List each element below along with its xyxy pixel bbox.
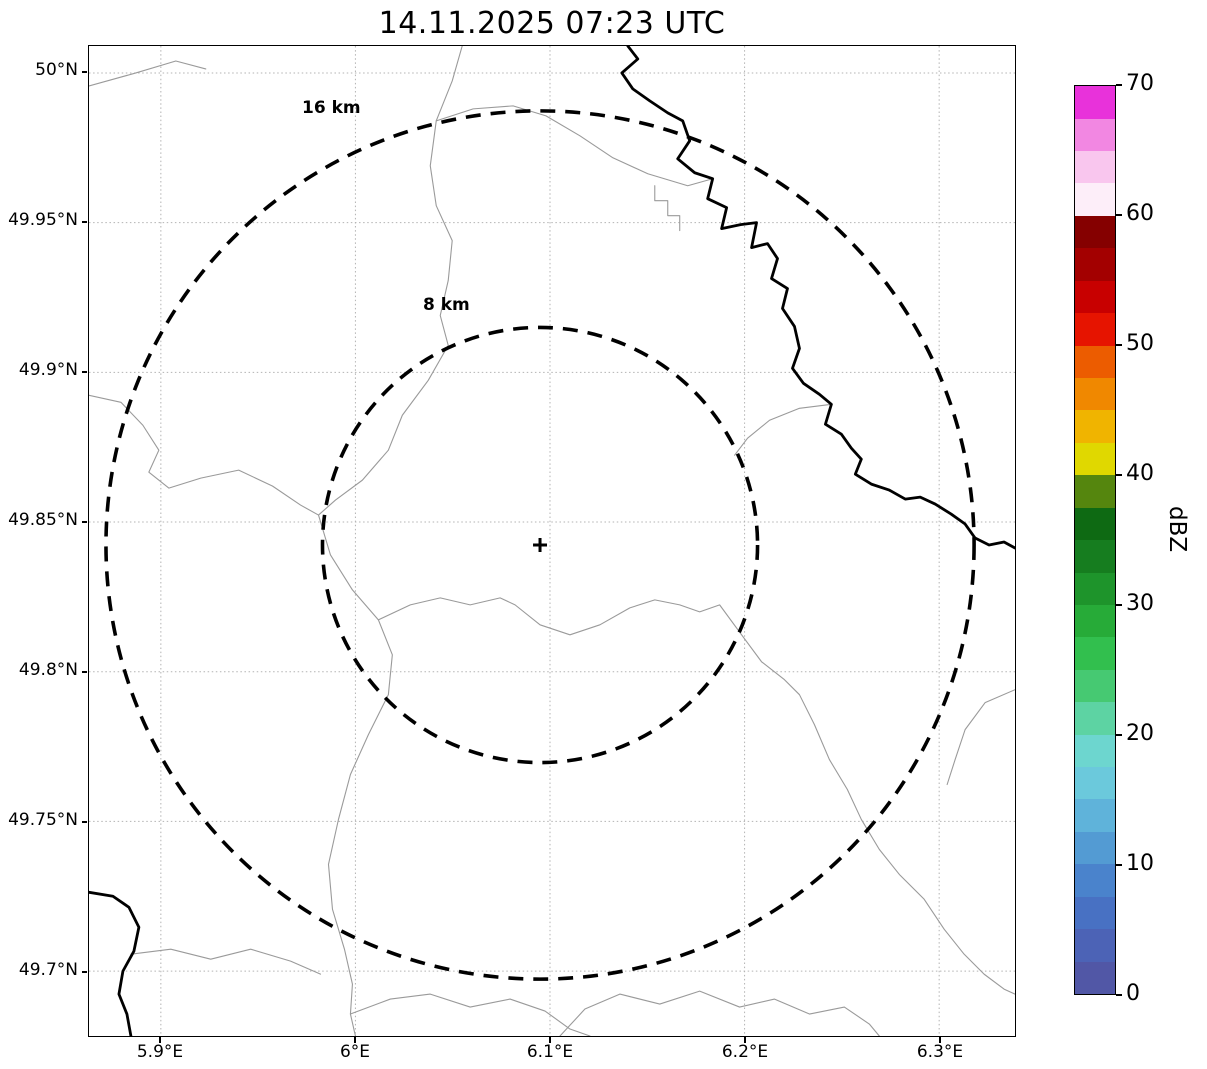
y-tick-mark — [82, 671, 87, 673]
colorbar-segment — [1075, 248, 1115, 281]
x-tick-label: 5.9°E — [136, 1042, 184, 1062]
x-tick-mark — [744, 1037, 746, 1043]
colorbar-tick-mark — [1116, 214, 1122, 216]
x-tick-mark — [549, 1037, 551, 1043]
figure-title: 14.11.2025 07:23 UTC — [378, 6, 726, 41]
colorbar-tick-mark — [1116, 84, 1122, 86]
colorbar-segment — [1075, 799, 1115, 832]
colorbar-axis-label: dBZ — [1164, 506, 1190, 553]
colorbar-segment — [1075, 767, 1115, 800]
colorbar-segment — [1075, 442, 1115, 476]
colorbar-segment — [1075, 377, 1115, 411]
colorbar-tick-label: 10 — [1126, 851, 1154, 876]
colorbar-tick-mark — [1116, 864, 1122, 866]
range-ring-label-16km: 16 km — [302, 98, 361, 118]
colorbar-segment — [1075, 734, 1115, 768]
river-border-line — [620, 46, 1015, 550]
range-ring-16km — [104, 109, 976, 981]
range-ring-8km — [320, 325, 760, 765]
y-tick-mark — [82, 221, 87, 223]
colorbar-segment — [1075, 702, 1115, 735]
colorbar-tick-label: 0 — [1126, 981, 1140, 1006]
admin-boundary-lines — [89, 46, 1015, 1036]
colorbar-tick-label: 40 — [1126, 461, 1154, 486]
colorbar-tick-label: 60 — [1126, 201, 1154, 226]
colorbar-segment — [1075, 896, 1115, 930]
colorbar-tick-mark — [1116, 734, 1122, 736]
y-tick-label: 49.7°N — [18, 960, 78, 980]
colorbar-gradient — [1075, 86, 1115, 994]
x-tick-label: 6.3°E — [916, 1042, 964, 1062]
colorbar-tick-label: 70 — [1126, 71, 1154, 96]
colorbar-segment — [1075, 215, 1115, 249]
colorbar-segment — [1075, 637, 1115, 670]
x-tick-label: 6.2°E — [721, 1042, 769, 1062]
colorbar-tick-mark — [1116, 344, 1122, 346]
y-tick-mark — [82, 371, 87, 373]
x-tick-label: 6.1°E — [526, 1042, 574, 1062]
colorbar-tick-label: 50 — [1126, 331, 1154, 356]
river-border-line-southwest — [89, 890, 141, 1036]
colorbar-segment — [1075, 345, 1115, 378]
y-tick-label: 49.95°N — [8, 210, 78, 230]
colorbar-tick-mark — [1116, 474, 1122, 476]
y-tick-label: 49.9°N — [18, 360, 78, 380]
colorbar-tick-label: 20 — [1126, 721, 1154, 746]
colorbar-segment — [1075, 151, 1115, 184]
colorbar-segment — [1075, 280, 1115, 314]
colorbar-segment — [1075, 572, 1115, 605]
colorbar-segment — [1075, 604, 1115, 638]
x-tick-mark — [354, 1037, 356, 1043]
colorbar-segment — [1075, 961, 1115, 994]
x-tick-mark — [159, 1037, 161, 1043]
y-tick-mark — [82, 71, 87, 73]
x-tick-mark — [939, 1037, 941, 1043]
x-tick-label: 6°E — [339, 1042, 371, 1062]
colorbar-segment — [1075, 313, 1115, 346]
colorbar-segment — [1075, 507, 1115, 541]
grid-lines — [89, 46, 1015, 1036]
colorbar-segment — [1075, 118, 1115, 152]
colorbar-segment — [1075, 831, 1115, 865]
colorbar-segment — [1075, 475, 1115, 508]
radar-site-marker — [533, 538, 548, 552]
y-tick-label: 49.85°N — [8, 510, 78, 530]
y-tick-mark — [82, 821, 87, 823]
colorbar-segment — [1075, 410, 1115, 443]
colorbar-segment — [1075, 929, 1115, 962]
y-tick-mark — [82, 521, 87, 523]
map-plot: 16 km 8 km — [88, 45, 1016, 1037]
colorbar-tick-mark — [1116, 994, 1122, 996]
colorbar-segment — [1075, 864, 1115, 897]
colorbar — [1074, 85, 1116, 995]
colorbar-tick-mark — [1116, 604, 1122, 606]
colorbar-tick-label: 30 — [1126, 591, 1154, 616]
colorbar-segment — [1075, 86, 1115, 119]
y-tick-mark — [82, 971, 87, 973]
y-tick-label: 49.8°N — [18, 660, 78, 680]
y-tick-label: 49.75°N — [8, 810, 78, 830]
colorbar-segment — [1075, 540, 1115, 573]
colorbar-segment — [1075, 669, 1115, 703]
range-ring-label-8km: 8 km — [423, 295, 470, 315]
map-svg — [89, 46, 1015, 1036]
y-tick-label: 50°N — [35, 60, 78, 80]
colorbar-segment — [1075, 183, 1115, 216]
